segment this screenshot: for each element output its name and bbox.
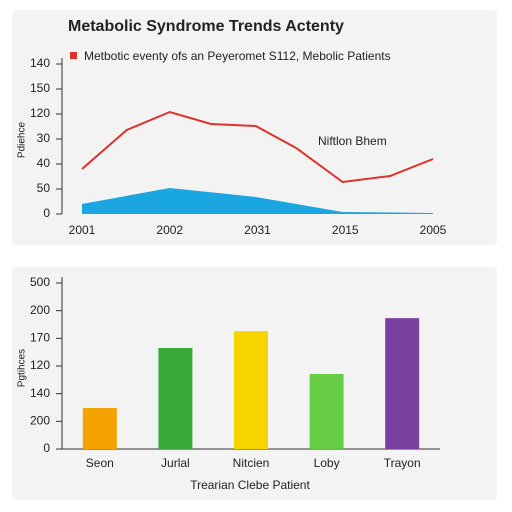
y-tick-label: 50 bbox=[37, 181, 51, 195]
x-tick-label: Trayon bbox=[384, 456, 421, 470]
x-tick-label: 2001 bbox=[69, 223, 96, 237]
y-tick-label: 140 bbox=[30, 56, 50, 70]
area bbox=[82, 188, 433, 214]
x-axis-label: Trearian Clebe Patient bbox=[190, 478, 310, 492]
y-tick-label: 0 bbox=[43, 441, 50, 455]
y-tick-label: 150 bbox=[30, 81, 50, 95]
y-tick-label: 200 bbox=[30, 414, 50, 428]
x-tick-label: 2031 bbox=[244, 223, 271, 237]
y-tick-label: 40 bbox=[37, 156, 51, 170]
x-tick-label: 2005 bbox=[420, 223, 447, 237]
legend-label: Metbotic eventy ofs an Peyeromet S112, M… bbox=[84, 49, 391, 63]
y-tick-label: 170 bbox=[30, 331, 50, 345]
bar bbox=[234, 331, 268, 449]
y-axis-label: Pgtihces bbox=[17, 349, 28, 387]
y-tick-label: 500 bbox=[30, 275, 50, 289]
annotation: Niftlon Bhem bbox=[318, 134, 387, 148]
bar bbox=[158, 348, 193, 449]
top-panel bbox=[12, 10, 497, 245]
y-tick-label: 200 bbox=[30, 303, 50, 317]
legend-swatch bbox=[70, 52, 77, 59]
y-tick-label: 120 bbox=[30, 106, 50, 120]
y-tick-label: 0 bbox=[43, 206, 50, 220]
y-tick-label: 120 bbox=[30, 358, 50, 372]
line bbox=[81, 110, 434, 184]
y-axis-label: Pdiehce bbox=[17, 121, 28, 158]
bar bbox=[309, 374, 344, 449]
x-tick-label: 2015 bbox=[332, 223, 359, 237]
x-tick-label: Jurlal bbox=[161, 456, 190, 470]
x-tick-label: 2002 bbox=[156, 223, 183, 237]
y-tick-label: 30 bbox=[37, 131, 51, 145]
y-tick-label: 140 bbox=[30, 386, 50, 400]
x-tick-label: Loby bbox=[314, 456, 340, 470]
chart-title: Metabolic Syndrome Trends Actenty bbox=[68, 18, 344, 35]
bar bbox=[385, 318, 420, 449]
x-tick-label: Nitcien bbox=[233, 456, 270, 470]
x-tick-label: Seon bbox=[86, 456, 114, 470]
bar bbox=[82, 408, 117, 449]
